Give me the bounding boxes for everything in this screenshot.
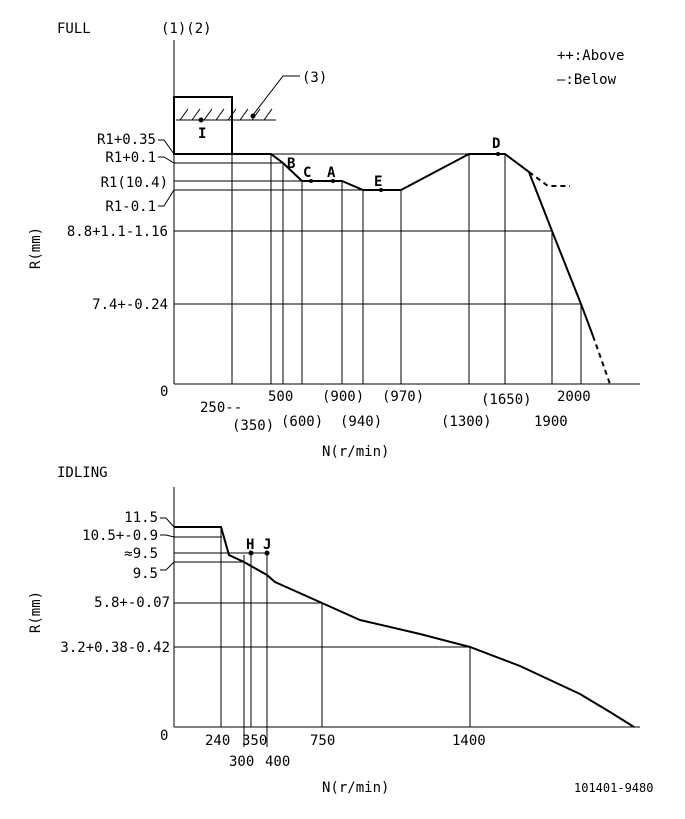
x-label-2000: 2000: [557, 389, 591, 405]
idling-y-label-105: 10.5+-0.9: [82, 528, 158, 544]
point-marker-d: [496, 152, 500, 156]
point-marker-e: [379, 188, 383, 192]
full-x-axis-label: N(r/min): [322, 444, 389, 460]
point-marker-a: [331, 179, 335, 183]
idling-leader-105: [160, 534, 175, 538]
leader-r1-plus-01: [158, 156, 175, 164]
point-label-a: A: [327, 165, 336, 181]
below-dash: [528, 171, 570, 187]
x-label-1300: (1300): [441, 414, 492, 430]
idling-leader-95: [160, 561, 175, 571]
y-label-r1-minus-01: R1-0.1: [105, 199, 156, 215]
y-label-r1-plus-035: R1+0.35: [97, 132, 156, 148]
y-label-74: 7.4+-0.24: [92, 297, 168, 313]
x-label-500: 500: [268, 389, 293, 405]
x-label-900: (900): [322, 389, 364, 405]
point-marker-j: [264, 550, 270, 556]
point-marker-c: [309, 179, 313, 183]
callout-3-leader: [252, 75, 300, 116]
document-code: 101401-9480: [574, 781, 653, 795]
legend-above: ++:Above: [557, 48, 624, 64]
leader-r1-minus-01: [158, 189, 175, 207]
full-title: FULL: [57, 21, 91, 37]
idling-chart: IDLING H J 11.5 10.5+-0.9 ≈9.5 9.5: [28, 465, 640, 796]
full-origin: 0: [160, 384, 168, 400]
point-label-j: J: [263, 537, 271, 553]
idling-title: IDLING: [57, 465, 108, 481]
leader-r1-plus-035: [158, 139, 175, 155]
full-top-label: (1)(2): [161, 21, 212, 37]
x-label-970: (970): [382, 389, 424, 405]
tail-dash: [592, 335, 611, 385]
start-box: [173, 96, 233, 155]
idling-x-label-300: 300: [229, 754, 254, 770]
full-y-axis-label: R(mm): [28, 227, 44, 269]
x-label-1900: 1900: [534, 414, 568, 430]
stop-hatching: [179, 108, 273, 121]
point-marker-callout: [250, 113, 256, 119]
idling-leader-115: [160, 517, 175, 528]
idling-y-label-32: 3.2+0.38-0.42: [60, 640, 170, 656]
x-label-600: (600): [281, 414, 323, 430]
point-label-i: I: [198, 126, 206, 142]
idling-x-axis-label: N(r/min): [322, 780, 389, 796]
idling-y-label-approx-95: ≈9.5: [124, 546, 158, 562]
point-label-e: E: [374, 174, 382, 190]
idling-x-label-750: 750: [310, 733, 335, 749]
idling-y-label-58: 5.8+-0.07: [94, 595, 170, 611]
point-label-c: C: [303, 165, 311, 181]
idling-x-label-350: 350: [242, 733, 267, 749]
point-label-h: H: [246, 537, 254, 553]
point-marker-h: [248, 550, 254, 556]
idling-origin: 0: [160, 728, 168, 744]
full-load-curve: [232, 153, 594, 337]
full-chart: FULL (1)(2) ++:Above —:Below: [28, 21, 640, 460]
idling-x-label-240: 240: [205, 733, 230, 749]
x-label-350: (350): [232, 418, 274, 434]
idling-curve: [174, 526, 635, 728]
x-label-250: 250--: [200, 400, 242, 416]
y-label-88: 8.8+1.1-1.16: [67, 224, 168, 240]
x-label-1650: (1650): [481, 392, 532, 408]
idling-x-label-1400: 1400: [452, 733, 486, 749]
point-label-b: B: [287, 156, 295, 172]
idling-y-axis-label: R(mm): [28, 591, 44, 633]
callout-3: (3): [302, 70, 327, 86]
y-label-r1: R1(10.4): [101, 175, 168, 191]
point-label-d: D: [492, 136, 500, 152]
y-label-r1-plus-01: R1+0.1: [105, 150, 156, 166]
idling-y-label-95: 9.5: [133, 566, 158, 582]
idling-y-label-115: 11.5: [124, 510, 158, 526]
point-marker-i: [198, 117, 204, 123]
legend-below: —:Below: [557, 72, 617, 88]
idling-x-label-400: 400: [265, 754, 290, 770]
x-label-940: (940): [340, 414, 382, 430]
